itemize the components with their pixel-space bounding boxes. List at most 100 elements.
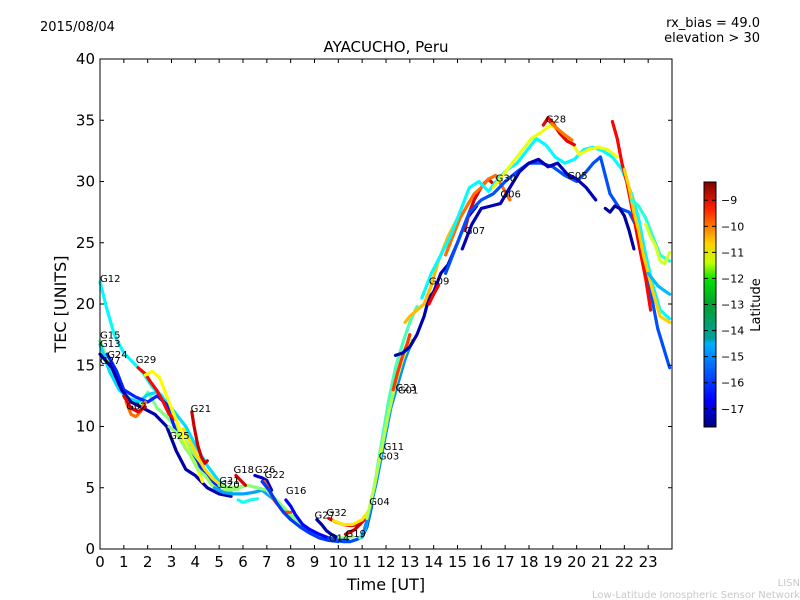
colorbar-tick-label: −15	[721, 351, 744, 364]
x-tick-label: 12	[376, 553, 395, 571]
series-line-g08	[629, 198, 672, 263]
series-line-g30	[420, 137, 672, 321]
prn-label: G22	[265, 470, 285, 481]
prn-label: G24	[107, 350, 127, 361]
x-axis-label: Time [UT]	[346, 575, 425, 594]
y-tick-label: 30	[76, 173, 95, 191]
colorbar-tick-label: −13	[721, 299, 744, 312]
colorbar-tick-label: −11	[721, 246, 744, 259]
prn-label: G27	[315, 510, 335, 521]
y-tick-label: 15	[76, 356, 95, 374]
elevation-label: elevation > 30	[664, 31, 760, 46]
series-line-g02b	[122, 394, 147, 414]
colorbar-label: Latitude	[749, 278, 764, 332]
x-tick-label: 14	[424, 553, 443, 571]
x-tick-label: 21	[591, 553, 610, 571]
x-tick-label: 16	[472, 553, 491, 571]
y-tick-label: 0	[85, 540, 95, 558]
series-line-g10b	[622, 167, 672, 324]
network-label: Low-Latitude Ionospheric Sensor Network	[592, 590, 800, 600]
colorbar-tick-label: −16	[721, 377, 744, 390]
y-axis-label: TEC [UNITS]	[51, 256, 70, 354]
prn-label: G09	[429, 276, 449, 287]
series-line-g25	[167, 424, 240, 492]
series-line-g32b	[332, 508, 371, 527]
x-tick-label: 23	[639, 553, 658, 571]
chart-title: AYACUCHO, Peru	[323, 38, 448, 56]
series-line-g18	[234, 473, 247, 487]
x-axis: 0 1 2 3 4 5 6 7 8 9 10 11 12 13 14 15 16 17 18 19 20 21 22 23	[95, 59, 658, 571]
series-line-g27	[98, 352, 233, 498]
x-tick-label: 20	[567, 553, 586, 571]
lisn-label: LISN	[778, 578, 800, 589]
prn-label: G21	[191, 404, 211, 415]
series-line-g21	[190, 410, 209, 465]
x-tick-label: 3	[167, 553, 177, 571]
x-tick-label: 13	[400, 553, 419, 571]
y-tick-label: 5	[85, 479, 95, 497]
series-layer	[98, 116, 672, 544]
prn-label: G03	[379, 452, 399, 463]
prn-label: G32	[326, 508, 346, 519]
prn-label: G06	[500, 189, 520, 200]
prn-label: G23	[396, 383, 416, 394]
prn-label: G02	[126, 401, 146, 412]
prn-label: G04	[369, 497, 389, 508]
prn-label: G05	[567, 171, 587, 182]
prn-label: G07	[465, 226, 485, 237]
series-line-g27b	[315, 517, 338, 539]
colorbar-tick-label: −10	[721, 220, 744, 233]
x-tick-label: 11	[353, 553, 372, 571]
series-line-g28c	[548, 121, 574, 142]
prn-label: G11	[384, 442, 404, 453]
series-line-g19	[343, 522, 362, 536]
series-line-g09	[427, 284, 440, 306]
x-tick-label: 8	[286, 553, 296, 571]
x-tick-label: 5	[214, 553, 224, 571]
series-line-g23	[391, 333, 412, 392]
date-label: 2015/08/04	[40, 20, 115, 35]
y-tick-label: 40	[76, 50, 95, 68]
x-tick-label: 7	[262, 553, 272, 571]
rx-bias-label: rx_bias = 49.0	[666, 16, 760, 31]
prn-label: G25	[169, 431, 189, 442]
prn-label: G18	[234, 465, 254, 476]
series-line-g26	[253, 473, 274, 492]
prn-label: G16	[286, 486, 306, 497]
prn-label: G14	[329, 534, 349, 545]
series-line-g22b	[260, 480, 340, 544]
x-tick-label: 18	[519, 553, 538, 571]
series-line-g20b	[236, 497, 259, 504]
y-axis: 0 5 10 15 20 25 30 35 40	[76, 50, 672, 558]
x-tick-label: 19	[543, 553, 562, 571]
x-tick-label: 9	[310, 553, 320, 571]
colorbar-tick-label: −17	[721, 403, 744, 416]
prn-label: G31	[219, 476, 239, 487]
x-tick-label: 0	[95, 553, 105, 571]
series-line-g17	[646, 271, 672, 296]
series-line-g05c	[603, 204, 636, 251]
y-tick-label: 35	[76, 111, 95, 129]
x-tick-label: 4	[191, 553, 201, 571]
prn-label: G12	[100, 274, 120, 285]
colorbar-tick-label: −9	[721, 194, 737, 207]
y-tick-label: 20	[76, 295, 95, 313]
y-tick-label: 10	[76, 418, 95, 436]
prn-label: G15	[100, 330, 120, 341]
y-tick-label: 25	[76, 234, 95, 252]
prn-label: G13	[100, 339, 120, 350]
x-tick-label: 2	[143, 553, 153, 571]
x-tick-label: 10	[329, 553, 348, 571]
prn-label: G30	[496, 174, 516, 185]
prn-label: G28	[546, 115, 566, 126]
series-line-g05b	[460, 157, 598, 251]
x-tick-label: 17	[496, 553, 515, 571]
plot-frame	[99, 58, 673, 550]
colorbar-tick-label: −12	[721, 272, 744, 285]
colorbar-tick-label: −14	[721, 325, 744, 338]
prn-label: G27	[100, 356, 120, 367]
x-tick-label: 22	[615, 553, 634, 571]
x-tick-label: 6	[238, 553, 248, 571]
